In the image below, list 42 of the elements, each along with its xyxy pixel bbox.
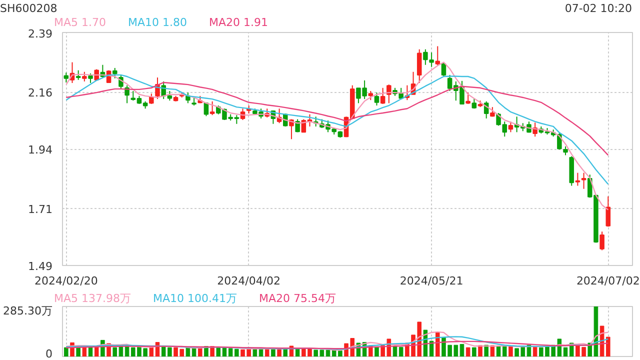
y-tick-label: 1.49 [28,260,53,273]
candlestick [374,92,380,106]
candlestick [416,48,422,84]
candlestick [380,87,386,104]
candlestick [210,100,215,116]
candlestick [466,92,470,104]
candlestick [441,62,446,78]
candlestick [295,118,300,133]
text: MA5 137.98万 [54,292,131,306]
candlestick [368,90,374,101]
y-tick-label: 0 [46,348,52,360]
candlestick [386,84,392,104]
y-tick-label: 2.39 [28,28,53,40]
candlestick [435,46,440,66]
x-tick-label: 2024/04/02 [217,274,281,288]
text: MA20 75.54万 [259,292,336,306]
candlestick [575,172,580,186]
text: 07-02 10:20 [564,2,632,16]
y-tick-label: 2.16 [28,86,53,100]
candlestick [581,172,586,190]
text: MA5 1.70 [54,16,106,30]
candlestick [606,196,611,228]
x-tick-label: 2024/05/21 [400,274,464,288]
chart-title: SH600208 [0,2,58,16]
y-tick-label: 1.71 [28,203,53,216]
candlestick [76,70,81,80]
candlestick [600,231,604,251]
text: MA10 1.80 [128,16,188,30]
candlestick [88,72,93,84]
candlestick [167,90,172,102]
text: MA10 100.41万 [153,292,237,306]
candlestick [149,93,154,104]
x-tick-label: 2024/02/20 [34,274,98,288]
x-tick-label: 2024/07/02 [576,274,640,288]
y-tick-label: 285.30万 [3,304,53,318]
candlestick [508,121,514,133]
candlestick [64,72,69,83]
candlestick [557,132,562,150]
candlestick [82,71,87,82]
y-tick-label: 1.94 [28,144,53,156]
candlestick [112,67,118,79]
text: MA20 1.91 [209,16,268,30]
